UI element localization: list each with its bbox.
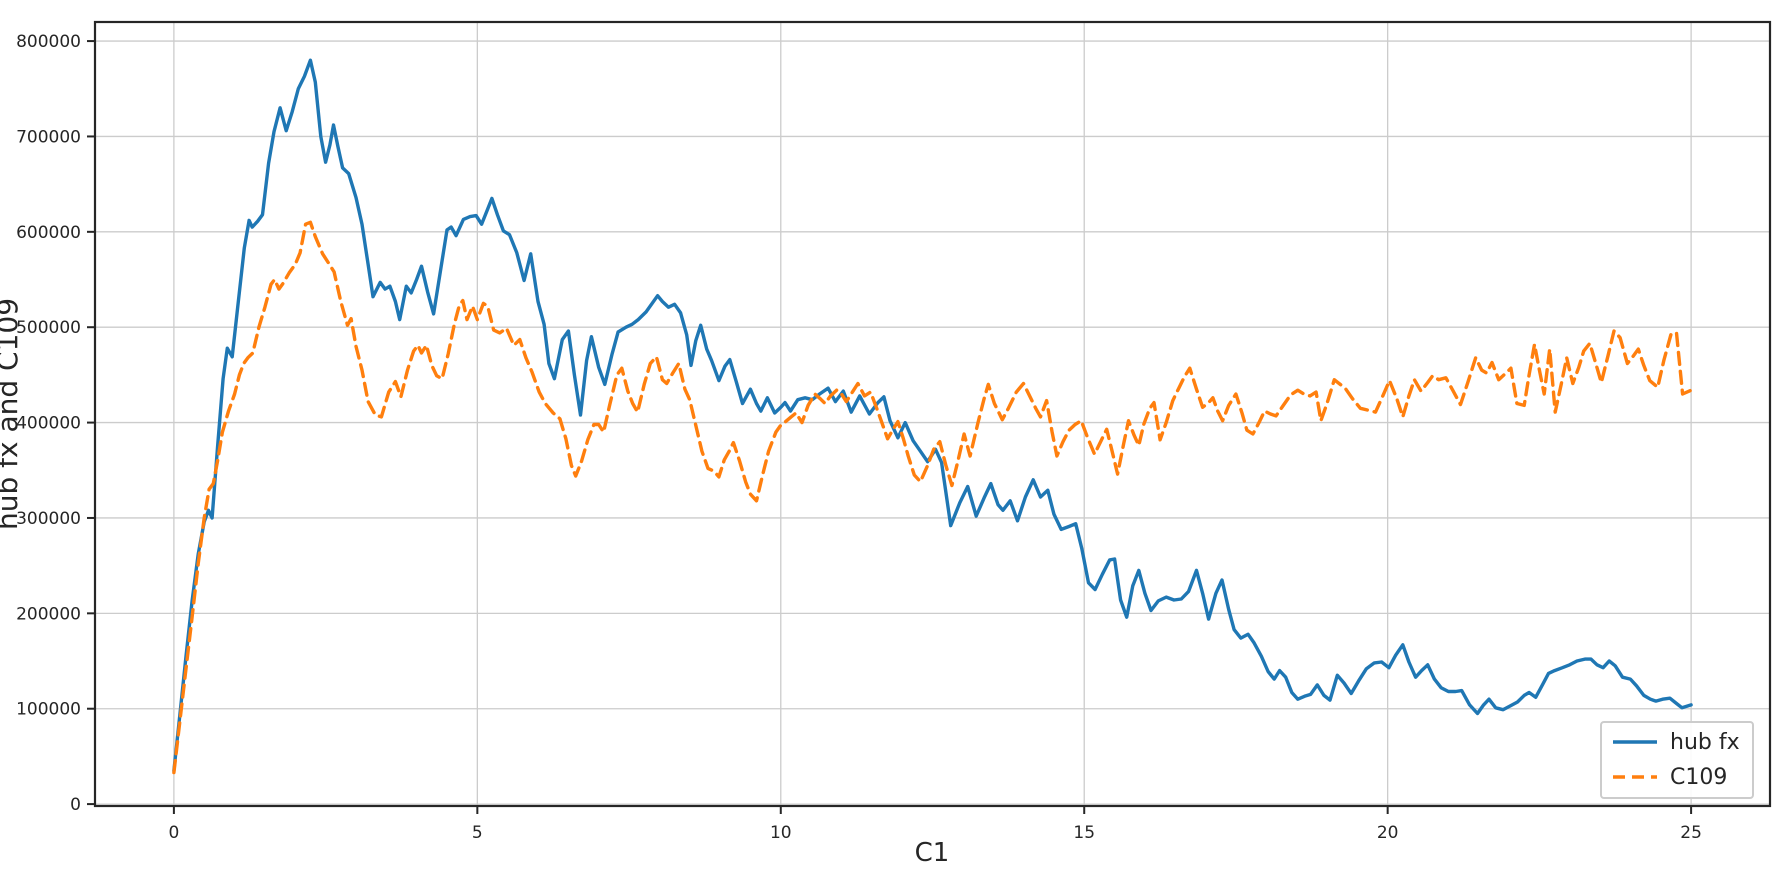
plot-border bbox=[93, 20, 1772, 808]
x-tick-label: 10 bbox=[770, 823, 792, 843]
x-tick-label: 20 bbox=[1377, 823, 1399, 843]
y-tick-label: 100000 bbox=[16, 700, 81, 720]
x-axis-label: C1 bbox=[915, 838, 950, 868]
series-line-hub-fx bbox=[172, 58, 1693, 773]
y-axis-label: hub fx and C109 bbox=[0, 298, 24, 530]
axis-ticks: 0 5 10 15 20 25 0 100000 200000 300000 400000 50000… bbox=[16, 32, 1702, 843]
legend: hub fx C109 bbox=[1600, 721, 1754, 799]
series-line-C109 bbox=[172, 220, 1693, 775]
y-tick-label: 700000 bbox=[16, 127, 81, 147]
legend-label-c109: C109 bbox=[1670, 765, 1727, 790]
grid-lines bbox=[95, 22, 1770, 806]
x-tick-label: 5 bbox=[472, 823, 483, 843]
y-tick-label: 400000 bbox=[16, 414, 81, 434]
data-series bbox=[172, 58, 1693, 775]
legend-label-hub-fx: hub fx bbox=[1670, 730, 1740, 755]
x-tick-label: 25 bbox=[1680, 823, 1702, 843]
x-tick-label: 0 bbox=[168, 823, 179, 843]
y-tick-label: 300000 bbox=[16, 509, 81, 529]
x-tick-label: 15 bbox=[1073, 823, 1095, 843]
y-tick-label: 0 bbox=[70, 795, 81, 815]
y-tick-label: 800000 bbox=[16, 32, 81, 52]
y-tick-label: 200000 bbox=[16, 604, 81, 624]
y-tick-label: 600000 bbox=[16, 223, 81, 243]
y-tick-label: 500000 bbox=[16, 318, 81, 338]
